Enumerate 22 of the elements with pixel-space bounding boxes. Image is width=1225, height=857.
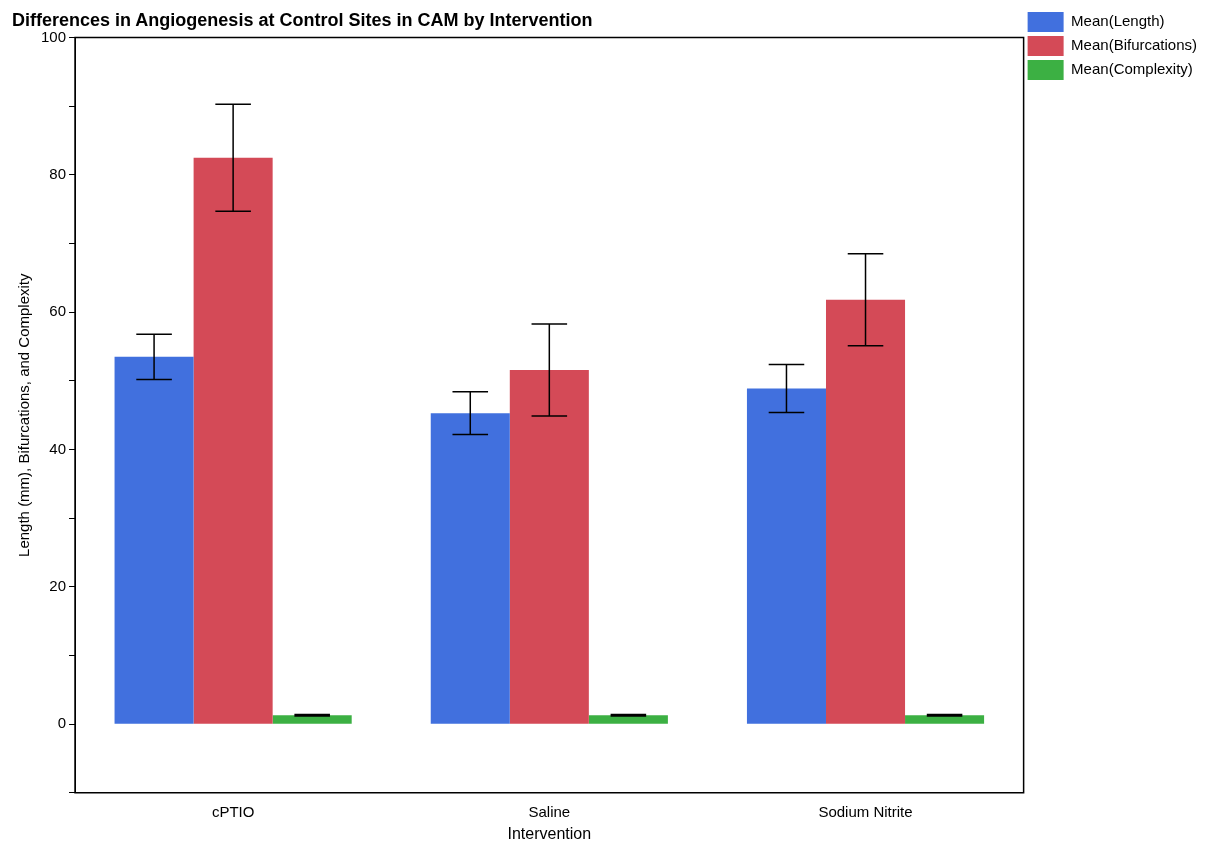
y-tick-label: 0 bbox=[57, 714, 67, 732]
y-tick-label: 100 bbox=[41, 27, 67, 45]
bar bbox=[114, 356, 194, 724]
x-axis-title: Intervention bbox=[507, 824, 592, 842]
x-tick-label: Sodium Nitrite bbox=[818, 802, 913, 820]
y-tick-label: 40 bbox=[49, 439, 67, 457]
bar bbox=[905, 715, 985, 724]
bar bbox=[509, 369, 589, 724]
y-tick-label: 20 bbox=[49, 576, 67, 594]
x-tick-label: cPTIO bbox=[211, 802, 255, 820]
y-tick-label: 80 bbox=[49, 165, 67, 183]
y-tick-label: 60 bbox=[49, 302, 67, 320]
legend-label: Mean(Complexity) bbox=[1071, 60, 1193, 78]
legend-label: Mean(Length) bbox=[1071, 12, 1165, 30]
bar bbox=[826, 299, 906, 724]
y-axis-title: Length (mm), Bifurcations, and Complexity bbox=[15, 272, 33, 557]
x-tick-label: Saline bbox=[528, 802, 571, 820]
bar bbox=[430, 413, 510, 724]
chart-title: Differences in Angiogenesis at Control Sites in CAM by Intervention bbox=[12, 9, 593, 30]
legend-label: Mean(Bifurcations) bbox=[1071, 36, 1198, 54]
bar bbox=[746, 388, 826, 724]
bar bbox=[193, 157, 273, 724]
